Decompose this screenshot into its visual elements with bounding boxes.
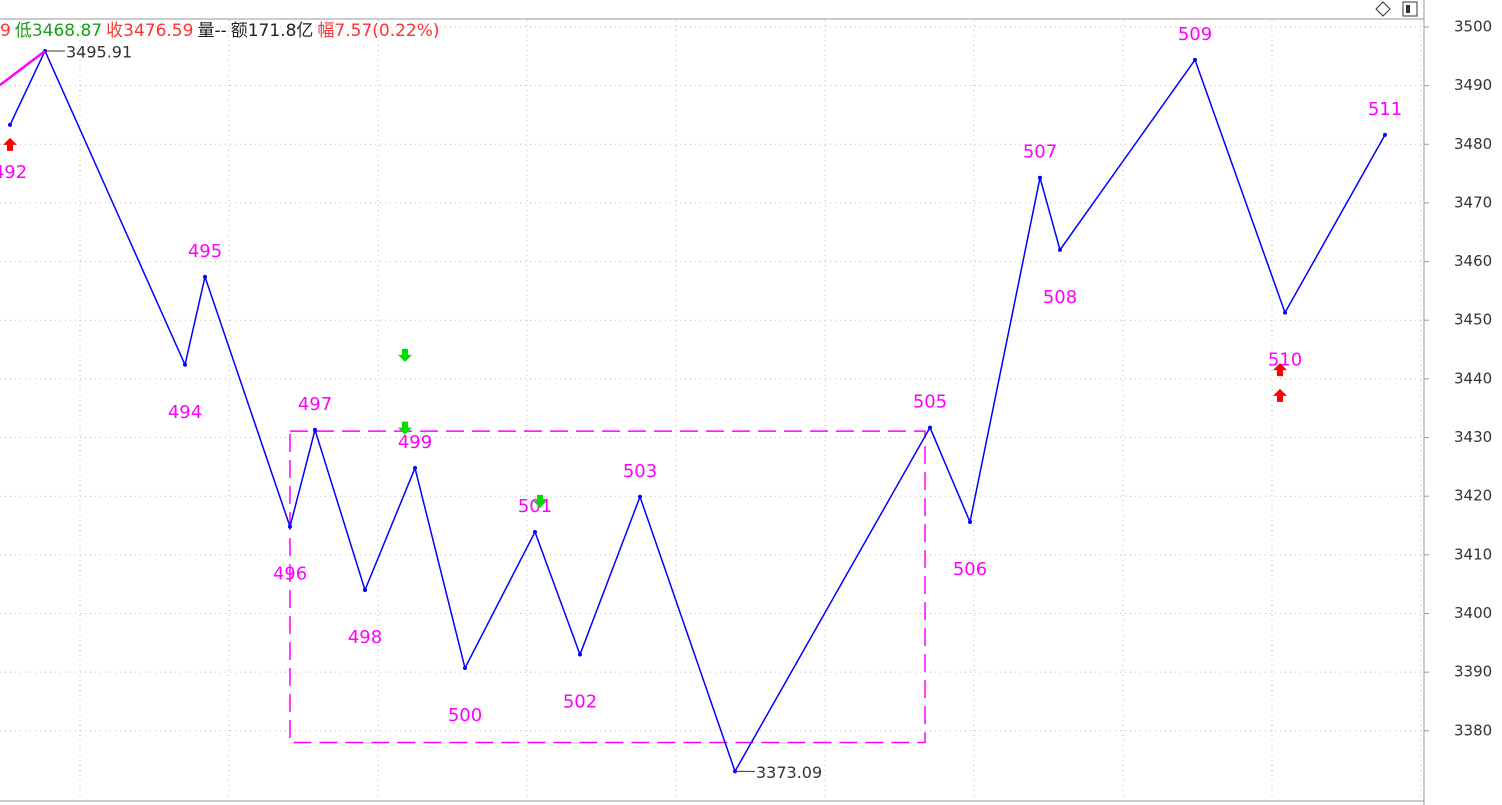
pivot bbox=[533, 529, 537, 534]
price-annotation: 3495.91 bbox=[66, 42, 132, 61]
wave-label: 508 bbox=[1043, 287, 1077, 308]
signal-arrow bbox=[398, 348, 412, 362]
price-annotation: 3373.09 bbox=[756, 763, 822, 782]
y-tick-label: 3400 bbox=[1454, 604, 1492, 622]
pivot bbox=[1038, 175, 1042, 180]
y-tick-label: 3470 bbox=[1454, 193, 1492, 211]
info-item: 额171.8亿 bbox=[231, 21, 314, 41]
wave-label: 502 bbox=[563, 692, 597, 713]
pivot bbox=[1193, 57, 1197, 62]
pivot bbox=[968, 519, 972, 524]
wave-label: 506 bbox=[953, 559, 987, 580]
info-item: 量-- bbox=[197, 21, 226, 41]
pivot bbox=[363, 588, 367, 593]
wave-label: 501 bbox=[518, 496, 552, 517]
y-tick-label: 3390 bbox=[1454, 663, 1492, 681]
pivot bbox=[183, 362, 187, 367]
consolidation-box bbox=[289, 430, 926, 744]
pivot bbox=[8, 122, 12, 127]
signal-arrow bbox=[398, 421, 412, 435]
info-item: 收3476.59 bbox=[106, 21, 193, 41]
wave-label: 494 bbox=[168, 402, 202, 423]
info-item: 低3468.87 bbox=[15, 21, 102, 41]
info-item: 9 bbox=[0, 21, 11, 41]
panel-icon-fill bbox=[1406, 5, 1410, 13]
y-tick-label: 3430 bbox=[1454, 428, 1492, 446]
wave-label: 505 bbox=[913, 392, 947, 413]
y-tick-label: 3380 bbox=[1454, 721, 1492, 739]
wave-label: 507 bbox=[1023, 142, 1057, 163]
wave-label: 510 bbox=[1268, 350, 1302, 371]
y-tick-label: 3500 bbox=[1454, 17, 1492, 35]
pivot bbox=[288, 524, 292, 529]
y-tick-label: 3460 bbox=[1454, 252, 1492, 270]
wave-label: 509 bbox=[1178, 24, 1212, 45]
y-tick-label: 3440 bbox=[1454, 369, 1492, 387]
y-tick-label: 3410 bbox=[1454, 545, 1492, 563]
pivot bbox=[638, 494, 642, 499]
signal-arrow bbox=[1273, 388, 1287, 402]
wave-label: 496 bbox=[273, 564, 307, 585]
wave-label: 500 bbox=[448, 705, 482, 726]
y-tick-label: 3480 bbox=[1454, 135, 1492, 153]
wave-label: 511 bbox=[1368, 99, 1402, 120]
pivot bbox=[463, 666, 467, 671]
info-bar: 9 低3468.87 收3476.59 量-- 额171.8亿 幅7.57(0.22%) bbox=[0, 21, 440, 41]
signal-arrow bbox=[1273, 363, 1287, 377]
zigzag-line bbox=[0, 49, 46, 87]
wave-label: 499 bbox=[398, 432, 432, 453]
wave-label: 492 bbox=[0, 162, 27, 183]
pivot bbox=[203, 274, 207, 279]
y-tick-label: 3420 bbox=[1454, 487, 1492, 505]
pivot bbox=[313, 427, 317, 432]
panel-icon[interactable] bbox=[1402, 1, 1418, 17]
diamond-icon[interactable] bbox=[1375, 1, 1391, 17]
pivot bbox=[413, 466, 417, 471]
signal-arrow bbox=[3, 137, 17, 151]
signal-arrow bbox=[533, 494, 547, 508]
pivot bbox=[1058, 247, 1062, 252]
pivot bbox=[578, 652, 582, 657]
pivot bbox=[1283, 310, 1287, 315]
pivot bbox=[1383, 132, 1387, 137]
wave-label: 495 bbox=[188, 241, 222, 262]
wave-label: 497 bbox=[298, 394, 332, 415]
y-tick-label: 3490 bbox=[1454, 76, 1492, 94]
y-tick-label: 3450 bbox=[1454, 311, 1492, 329]
zigzag-line bbox=[9, 49, 1386, 774]
pivot bbox=[928, 425, 932, 430]
wave-label: 498 bbox=[348, 627, 382, 648]
wave-label: 503 bbox=[623, 461, 657, 482]
